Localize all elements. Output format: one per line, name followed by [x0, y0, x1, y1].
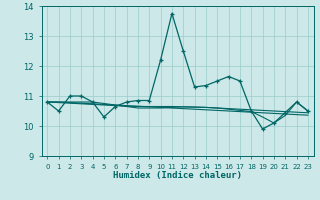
X-axis label: Humidex (Indice chaleur): Humidex (Indice chaleur): [113, 171, 242, 180]
